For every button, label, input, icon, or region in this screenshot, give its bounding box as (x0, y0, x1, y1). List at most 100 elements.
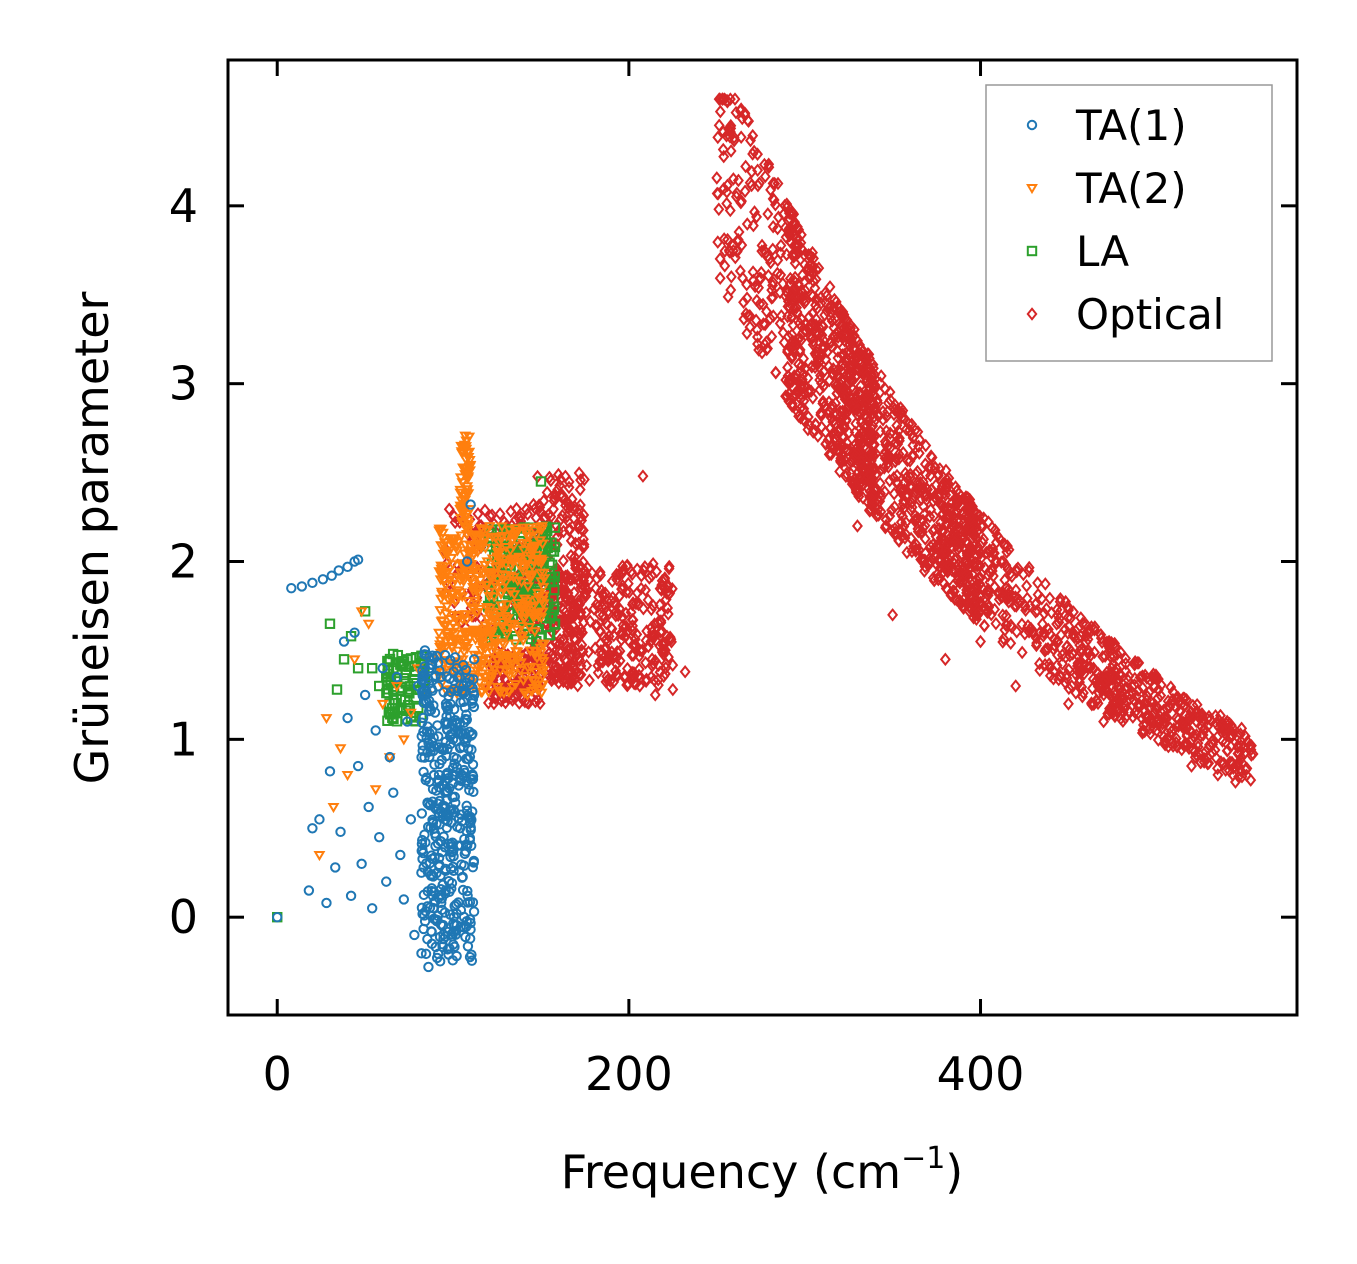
point-optical (597, 655, 609, 669)
point-optical (971, 558, 983, 573)
data-points-layer (272, 92, 1259, 973)
point-optical (772, 221, 784, 236)
point-ta-2- (473, 678, 486, 689)
point-optical (866, 492, 878, 507)
point-ta-1- (402, 716, 413, 727)
point-optical (725, 283, 737, 297)
point-optical (826, 402, 838, 416)
point-optical (944, 558, 956, 573)
point-optical (741, 277, 753, 292)
point-optical (633, 649, 645, 664)
point-optical (793, 409, 805, 424)
point-ta-1- (356, 858, 367, 870)
point-optical (1025, 621, 1037, 636)
point-optical (484, 509, 496, 523)
point-optical (955, 530, 967, 544)
point-optical (642, 639, 654, 654)
point-optical (1245, 773, 1257, 787)
point-optical (1074, 675, 1085, 689)
point-ta-2- (442, 594, 454, 605)
point-la (331, 684, 343, 695)
point-ta-2- (435, 617, 448, 628)
point-optical (997, 635, 1009, 649)
point-optical (837, 357, 849, 372)
point-optical (897, 445, 909, 460)
point-ta-2- (489, 562, 502, 573)
point-optical (772, 176, 784, 191)
point-ta-2- (493, 547, 506, 558)
point-optical (915, 526, 927, 540)
point-optical (547, 502, 559, 516)
point-optical (632, 597, 644, 612)
point-ta-1- (420, 948, 432, 960)
point-optical (1099, 649, 1111, 664)
point-optical (649, 629, 661, 644)
point-optical (890, 436, 902, 450)
point-optical (1040, 602, 1052, 616)
point-ta-1- (426, 885, 437, 897)
point-ta-1- (363, 801, 374, 813)
point-ta-2- (484, 630, 497, 641)
point-ta-1- (433, 769, 445, 781)
point-optical (884, 473, 896, 488)
point-optical (909, 509, 921, 523)
point-ta-2- (529, 541, 542, 552)
point-ta-1- (425, 659, 436, 670)
point-ta-1- (426, 850, 437, 861)
point-ta-2- (535, 688, 548, 699)
point-ta-1- (398, 894, 410, 905)
point-optical (775, 238, 787, 253)
point-optical (573, 651, 585, 665)
legend-marker-ta-1- (1026, 119, 1038, 131)
point-optical (1067, 605, 1079, 619)
point-optical (855, 454, 867, 469)
point-optical (1086, 681, 1098, 696)
point-optical (907, 431, 919, 445)
point-optical (612, 608, 624, 623)
point-ta-2- (519, 688, 531, 699)
y-tick-label: 1 (169, 712, 198, 766)
point-optical (486, 508, 498, 522)
point-optical (655, 606, 667, 620)
point-optical (906, 544, 918, 559)
point-optical (786, 248, 798, 262)
point-ta-1- (423, 737, 434, 749)
point-optical (1117, 714, 1129, 729)
point-ta-2- (534, 536, 547, 547)
point-optical (1032, 576, 1044, 590)
point-optical (957, 569, 969, 584)
point-optical (815, 368, 827, 383)
point-optical (631, 562, 643, 577)
point-optical (868, 430, 880, 444)
point-optical (1006, 569, 1018, 584)
point-ta-2- (390, 682, 403, 693)
point-optical (744, 320, 756, 334)
point-optical (790, 248, 802, 262)
point-optical (554, 664, 566, 678)
point-ta-1- (423, 705, 435, 717)
point-ta-1- (438, 780, 450, 791)
point-ta-2- (529, 668, 542, 679)
point-optical (620, 585, 632, 599)
point-optical (1005, 618, 1017, 633)
point-optical (889, 398, 901, 412)
point-optical (962, 545, 974, 559)
point-optical (1247, 747, 1259, 761)
point-optical (1052, 648, 1063, 662)
legend-label: TA(1) (1075, 101, 1187, 150)
point-ta-1- (423, 961, 434, 973)
point-optical (753, 280, 765, 295)
point-ta-1- (377, 663, 388, 674)
point-optical (656, 624, 668, 639)
point-ta-2- (327, 802, 340, 814)
point-ta-1- (436, 904, 448, 916)
point-optical (1195, 755, 1207, 770)
point-optical (1167, 685, 1179, 699)
point-optical (1213, 713, 1225, 727)
point-optical (560, 592, 572, 607)
point-ta-1- (321, 897, 332, 909)
y-tick-label: 0 (169, 890, 198, 944)
point-optical (574, 498, 586, 512)
point-optical (817, 342, 829, 357)
point-ta-2- (458, 495, 471, 506)
